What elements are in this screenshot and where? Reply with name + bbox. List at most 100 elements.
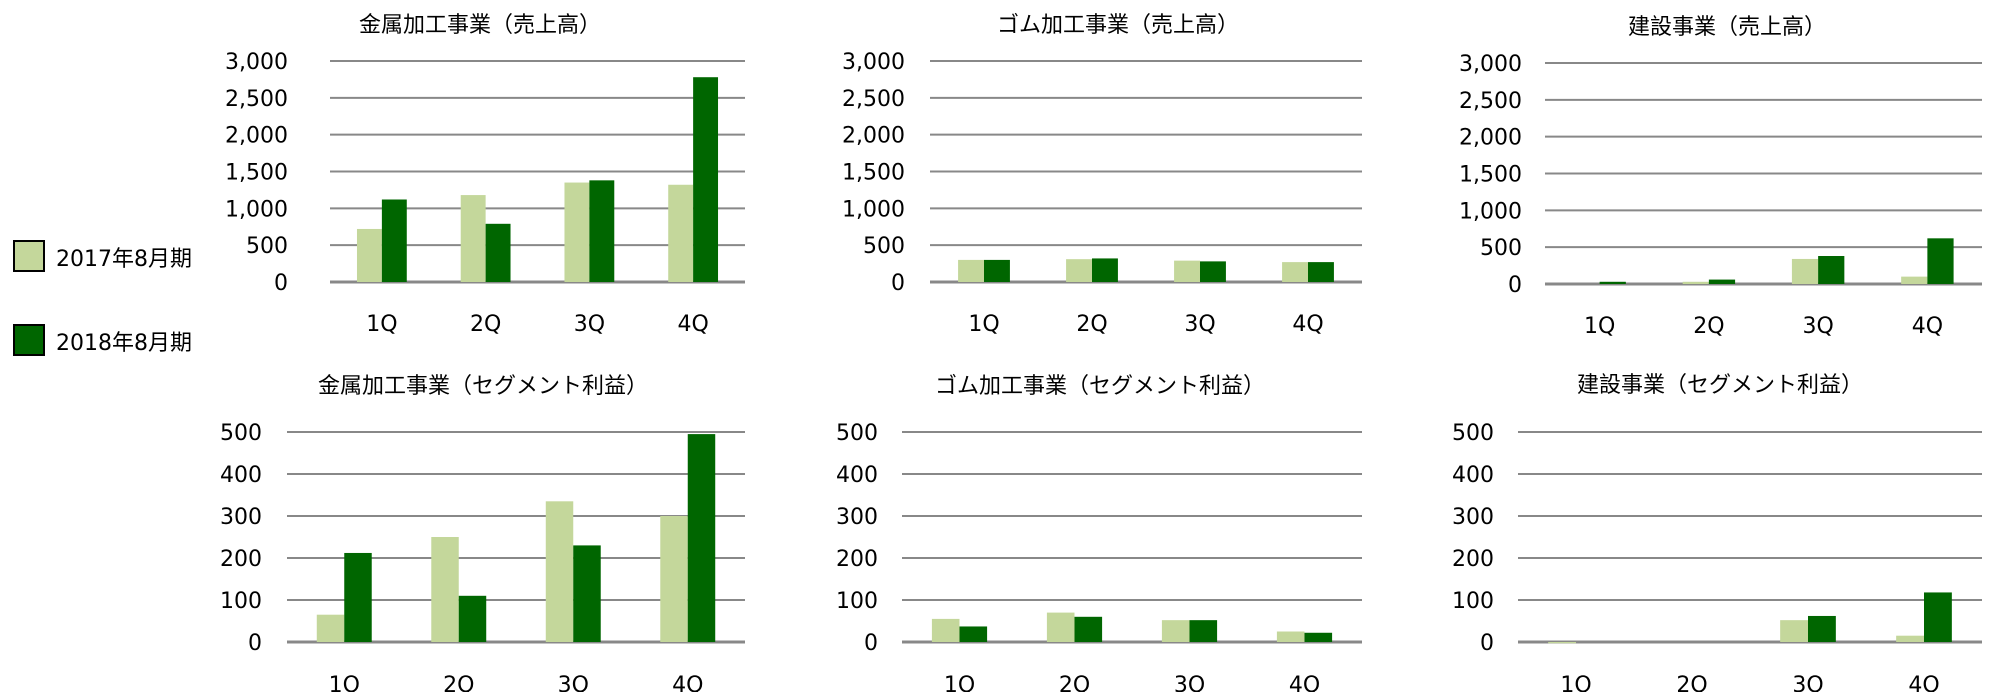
y-tick-label: 400: [1452, 463, 1494, 488]
y-tick-label: 2,000: [225, 124, 288, 149]
y-tick-label: 300: [836, 505, 878, 530]
x-category-label: 4Q: [672, 673, 703, 692]
y-tick-label: 1,500: [1459, 163, 1522, 188]
x-category-label: 4Q: [1908, 673, 1939, 692]
bar-2018-2q: [485, 223, 511, 282]
bar-2017-2q: [1066, 259, 1092, 282]
bar-2017-2q: [431, 537, 459, 642]
y-tick-label: 2,500: [1459, 89, 1522, 114]
x-category-label: 3Q: [1792, 673, 1823, 692]
bar-2017-2q: [1046, 612, 1075, 642]
bar-2017-3q: [1161, 620, 1190, 642]
bar-2018-1q: [344, 552, 372, 642]
y-tick-label: 500: [863, 234, 905, 259]
bar-2017-4q: [668, 184, 694, 282]
bar-2018-3q: [1189, 620, 1218, 642]
bar-2017-4q: [1282, 262, 1308, 282]
y-tick-label: 500: [1452, 421, 1494, 446]
legend: 2017年8月期 2018年8月期: [13, 240, 192, 356]
y-tick-label: 0: [1480, 631, 1494, 656]
x-category-label: 3Q: [1802, 314, 1833, 339]
x-category-label: 1Q: [329, 673, 360, 692]
bar-2017-3q: [564, 182, 590, 282]
y-tick-label: 200: [220, 547, 262, 572]
chart-title: ゴム加工事業（セグメント利益）: [935, 374, 1265, 399]
x-category-label: 2Q: [1059, 673, 1090, 692]
y-tick-label: 2,000: [842, 124, 905, 149]
x-category-label: 1Q: [1560, 673, 1591, 692]
x-category-label: 3Q: [574, 312, 605, 337]
chart-6: 建設事業（セグメント利益） 0 100 200 300 400 500 1Q 2Q 3Q 4Q: [1452, 373, 1982, 692]
y-tick-label: 3,000: [1459, 52, 1522, 77]
bar-2018-2q: [458, 595, 487, 642]
x-category-label: 4Q: [1912, 314, 1943, 339]
chart-title: ゴム加工事業（売上高）: [997, 13, 1239, 38]
chart-title: 建設事業（セグメント利益）: [1577, 373, 1863, 398]
y-tick-label: 1,500: [225, 161, 288, 186]
y-tick-label: 2,000: [1459, 126, 1522, 151]
y-tick-label: 1,000: [225, 197, 288, 222]
x-category-label: 3Q: [1174, 673, 1205, 692]
y-tick-label: 300: [220, 505, 262, 530]
y-tick-label: 500: [836, 421, 878, 446]
y-tick-label: 2,500: [842, 87, 905, 112]
bar-2018-1q: [381, 199, 407, 282]
bar-2018-4q: [1924, 592, 1952, 642]
bar-2018-4q: [1927, 238, 1954, 284]
bar-2018-1q: [1599, 281, 1626, 284]
x-category-label: 2Q: [443, 673, 474, 692]
x-category-label: 3Q: [1184, 312, 1215, 337]
x-category-label: 1Q: [366, 312, 397, 337]
bar-2018-3q: [1818, 256, 1845, 284]
y-tick-label: 200: [1452, 547, 1494, 572]
legend-label-2018: 2018年8月期: [56, 331, 192, 356]
y-tick-label: 3,000: [842, 50, 905, 75]
y-tick-label: 300: [1452, 505, 1494, 530]
bar-2017-1q: [316, 614, 345, 642]
bar-2017-4q: [660, 516, 688, 642]
legend-label-2017: 2017年8月期: [56, 247, 192, 272]
chart-title: 金属加工事業（セグメント利益）: [318, 374, 648, 399]
bar-2017-1q: [356, 228, 382, 282]
bar-2017-3q: [1174, 260, 1200, 282]
legend-swatch-2017: [13, 240, 45, 272]
y-tick-label: 500: [220, 421, 262, 446]
bar-2017-4q: [1276, 631, 1305, 642]
bar-2018-4q: [1308, 262, 1334, 282]
bar-2018-2q: [1074, 616, 1103, 642]
bar-2018-3q: [573, 545, 601, 642]
x-category-label: 1Q: [944, 673, 975, 692]
x-category-label: 2Q: [470, 312, 501, 337]
chart-1: 金属加工事業（売上高） 0 500 1,000 1,500 2,000 2,500 3,000…: [225, 13, 745, 337]
y-tick-label: 100: [836, 589, 878, 614]
y-tick-label: 1,500: [842, 161, 905, 186]
bar-2018-2q: [1092, 258, 1118, 282]
y-tick-label: 500: [246, 234, 288, 259]
y-tick-label: 0: [274, 271, 288, 296]
y-tick-label: 100: [1452, 589, 1494, 614]
y-tick-label: 100: [220, 589, 262, 614]
x-category-label: 4Q: [677, 312, 708, 337]
bar-2018-4q: [693, 77, 719, 282]
y-tick-label: 500: [1480, 236, 1522, 261]
x-category-label: 1Q: [968, 312, 999, 337]
bar-2017-3q: [1780, 620, 1808, 642]
x-category-label: 2Q: [1076, 312, 1107, 337]
bar-2017-1q: [958, 259, 984, 282]
bar-2017-4q: [1901, 276, 1928, 284]
y-tick-label: 200: [836, 547, 878, 572]
x-category-label: 4Q: [1292, 312, 1323, 337]
x-category-label: 1Q: [1584, 314, 1615, 339]
y-tick-label: 0: [1508, 273, 1522, 298]
bar-2017-3q: [545, 501, 574, 642]
x-category-label: 3Q: [558, 673, 589, 692]
x-category-label: 2Q: [1676, 673, 1707, 692]
y-tick-label: 2,500: [225, 87, 288, 112]
chart-4: 金属加工事業（セグメント利益） 0 100 200 300 400 500 1Q 2Q 3Q 4Q: [220, 374, 745, 692]
bar-2017-2q: [1682, 281, 1709, 284]
y-tick-label: 0: [891, 271, 905, 296]
bar-2018-1q: [984, 259, 1010, 282]
chart-2: ゴム加工事業（売上高） 0 500 1,000 1,500 2,000 2,500 3,000…: [842, 13, 1362, 337]
bar-2017-1q: [931, 618, 960, 642]
